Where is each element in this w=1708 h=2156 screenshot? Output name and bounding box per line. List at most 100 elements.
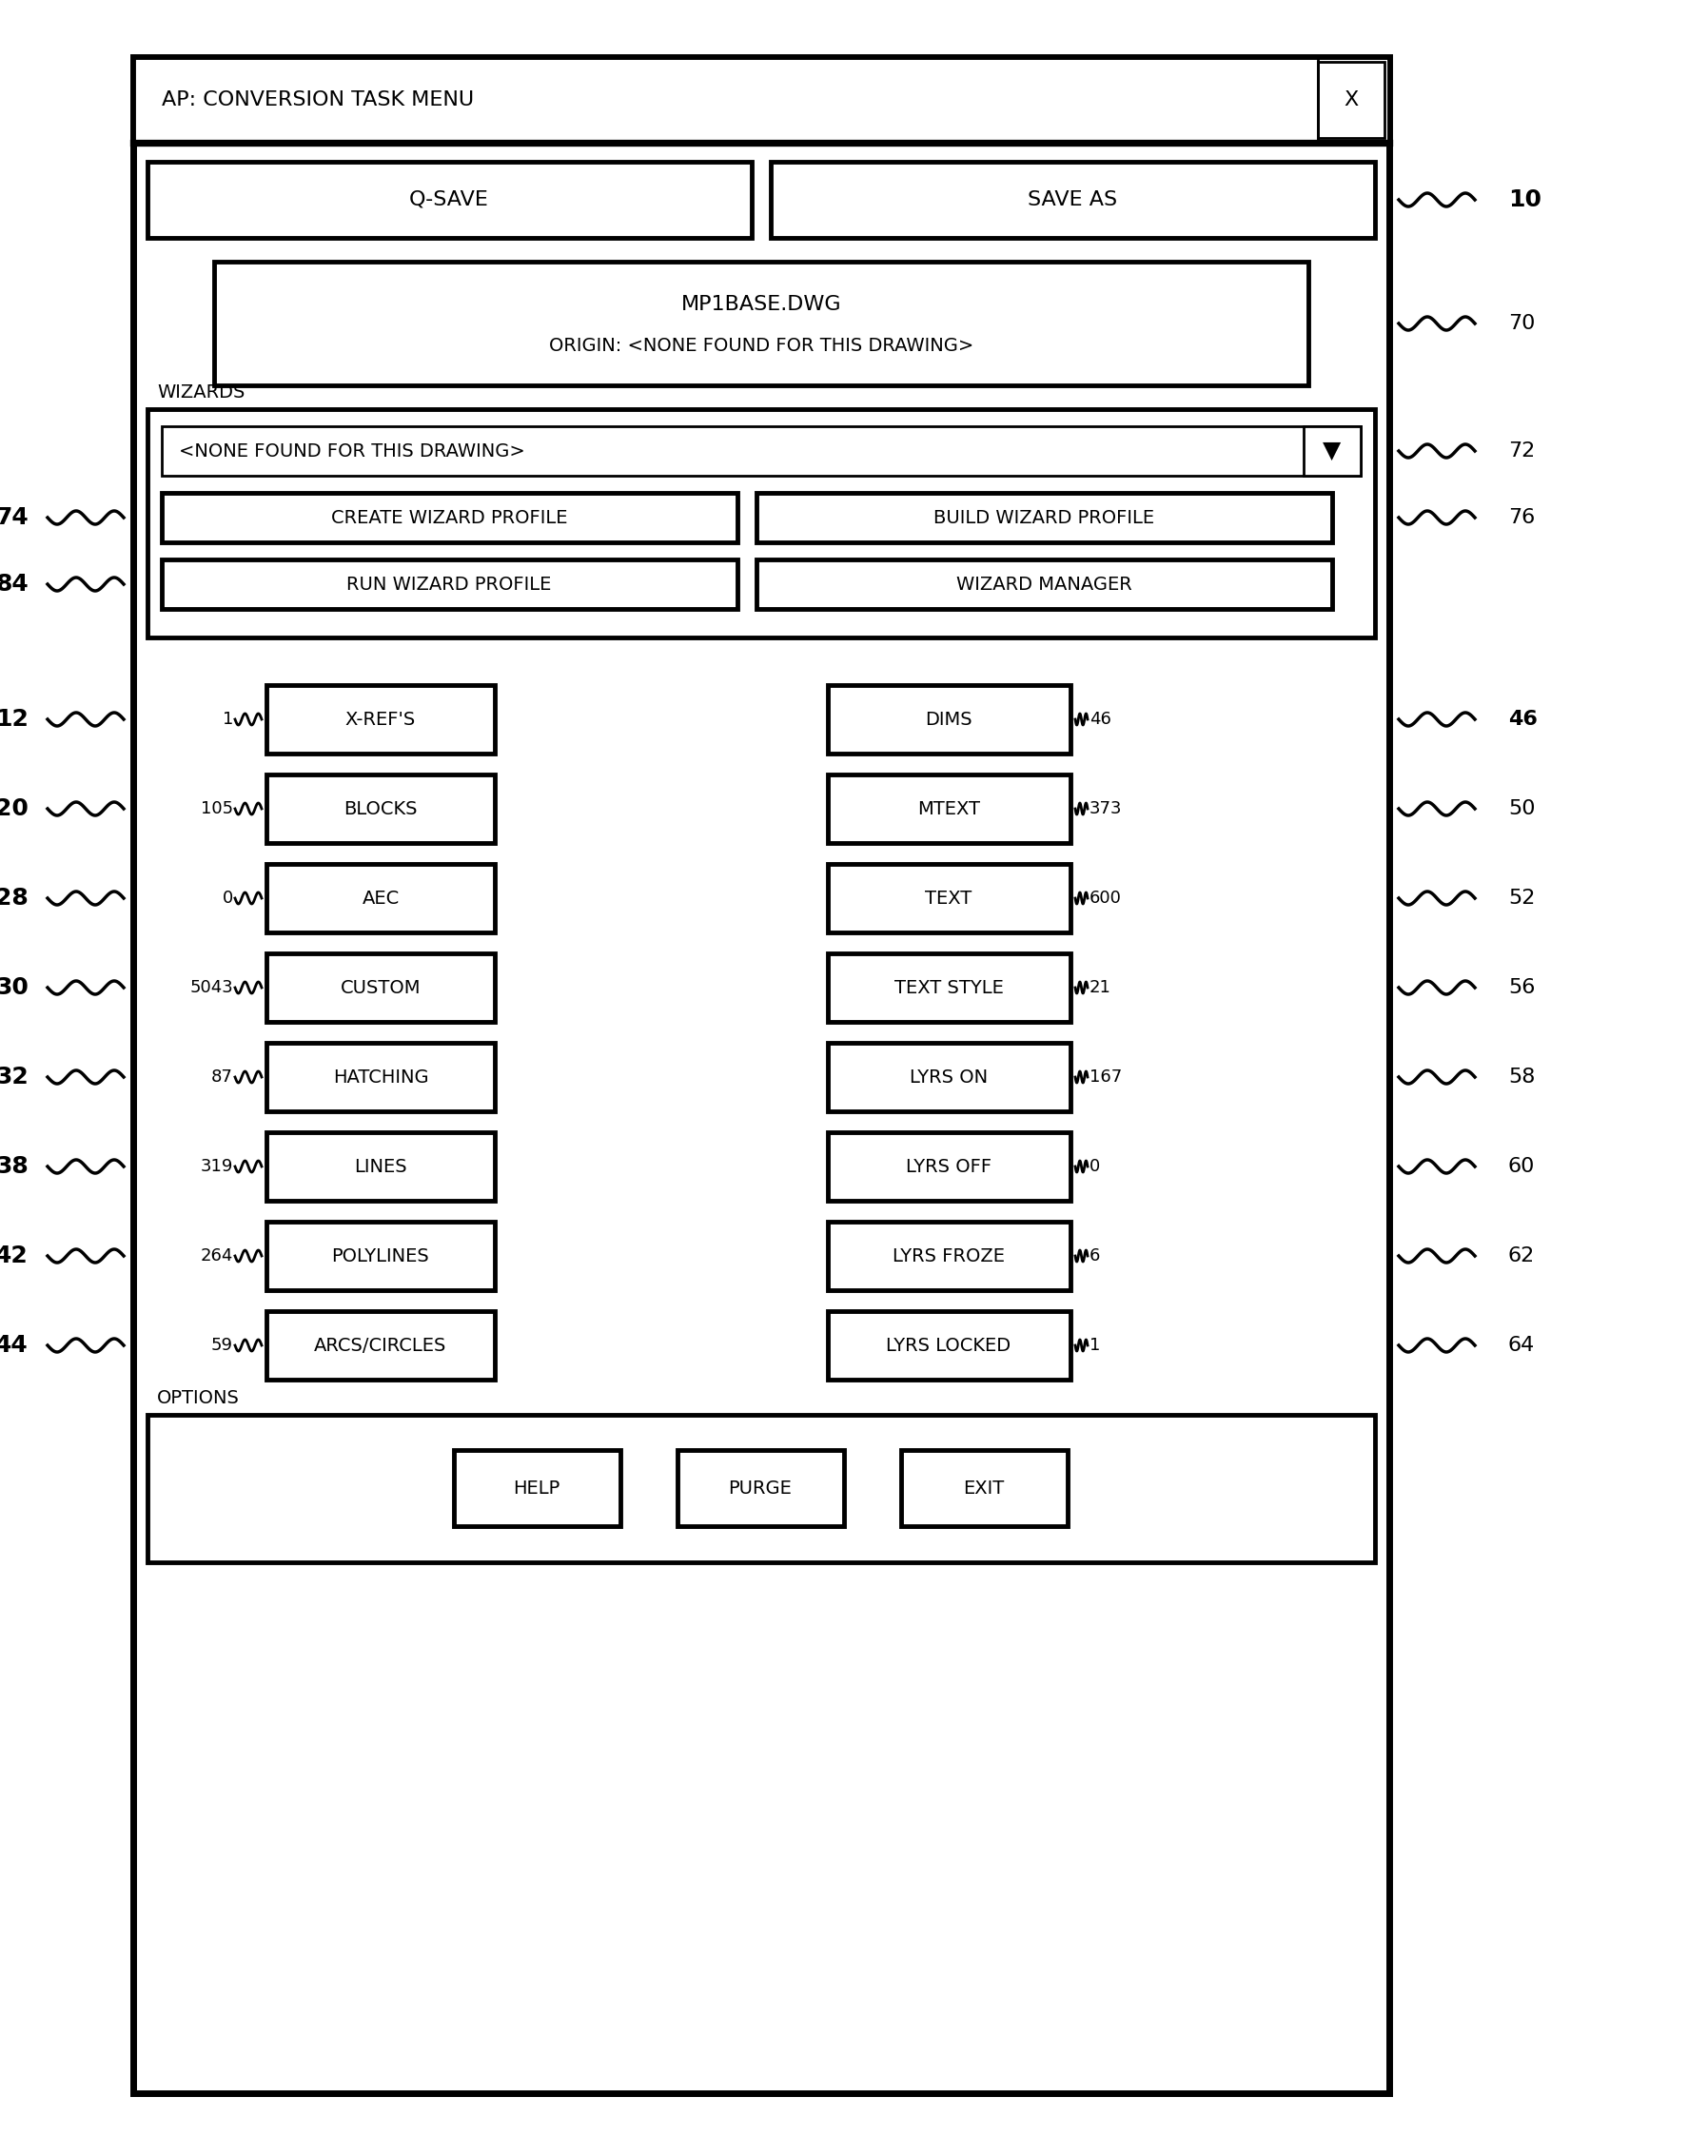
Bar — [266, 1132, 495, 1201]
Bar — [828, 774, 1071, 843]
Text: TEXT STYLE: TEXT STYLE — [893, 979, 1003, 996]
Text: 319: 319 — [200, 1158, 232, 1175]
Text: 50: 50 — [1508, 800, 1535, 819]
Text: 46: 46 — [1090, 711, 1112, 729]
Text: HATCHING: HATCHING — [333, 1067, 429, 1087]
Bar — [1319, 63, 1385, 138]
Text: 87: 87 — [212, 1069, 232, 1087]
Text: <NONE FOUND FOR THIS DRAWING>: <NONE FOUND FOR THIS DRAWING> — [179, 442, 524, 459]
Text: TEXT: TEXT — [926, 888, 972, 908]
Bar — [266, 953, 495, 1022]
Bar — [828, 1132, 1071, 1201]
Text: 1: 1 — [1090, 1337, 1100, 1354]
Bar — [147, 1414, 1375, 1563]
Bar — [133, 56, 1389, 142]
Text: 12: 12 — [0, 707, 29, 731]
Text: X: X — [1344, 91, 1358, 110]
Text: 167: 167 — [1090, 1069, 1122, 1087]
Text: WIZARDS: WIZARDS — [157, 384, 244, 401]
Text: 70: 70 — [1508, 315, 1535, 332]
Text: LYRS ON: LYRS ON — [910, 1067, 987, 1087]
Bar — [266, 865, 495, 931]
Text: 28: 28 — [0, 886, 29, 910]
Text: POLYLINES: POLYLINES — [331, 1246, 429, 1266]
Text: 30: 30 — [0, 977, 29, 998]
Bar — [266, 774, 495, 843]
Text: OPTIONS: OPTIONS — [157, 1388, 239, 1408]
Bar — [770, 162, 1375, 237]
Text: LINES: LINES — [354, 1158, 407, 1175]
Bar — [133, 56, 1389, 2093]
Text: 5043: 5043 — [190, 979, 232, 996]
Text: HELP: HELP — [512, 1479, 560, 1496]
Text: BLOCKS: BLOCKS — [343, 800, 417, 817]
Text: LYRS OFF: LYRS OFF — [905, 1158, 992, 1175]
Text: CREATE WIZARD PROFILE: CREATE WIZARD PROFILE — [331, 509, 567, 526]
Text: 0: 0 — [1090, 1158, 1100, 1175]
Bar — [757, 558, 1332, 608]
Bar — [266, 686, 495, 755]
Text: BUILD WIZARD PROFILE: BUILD WIZARD PROFILE — [933, 509, 1155, 526]
Bar — [678, 1451, 844, 1526]
Text: AP: CONVERSION TASK MENU: AP: CONVERSION TASK MENU — [162, 91, 475, 110]
Text: ARCS/CIRCLES: ARCS/CIRCLES — [314, 1337, 447, 1354]
Text: 264: 264 — [200, 1248, 232, 1263]
Text: MP1BASE.DWG: MP1BASE.DWG — [681, 295, 842, 315]
Bar — [828, 1044, 1071, 1110]
Bar — [1303, 427, 1361, 476]
Bar — [162, 427, 1361, 476]
Bar — [162, 558, 738, 608]
Text: 10: 10 — [1508, 188, 1542, 211]
Text: 6: 6 — [1090, 1248, 1100, 1263]
Text: 72: 72 — [1508, 442, 1535, 461]
Text: RUN WIZARD PROFILE: RUN WIZARD PROFILE — [347, 576, 552, 593]
Bar — [214, 261, 1308, 386]
Text: SAVE AS: SAVE AS — [1028, 190, 1117, 209]
Bar — [828, 1222, 1071, 1289]
Text: 20: 20 — [0, 798, 29, 819]
Bar — [828, 865, 1071, 931]
Text: 46: 46 — [1508, 709, 1537, 729]
Text: 0: 0 — [222, 890, 232, 908]
Text: 38: 38 — [0, 1156, 29, 1177]
Text: 64: 64 — [1508, 1337, 1535, 1354]
Bar — [454, 1451, 620, 1526]
Text: 58: 58 — [1508, 1067, 1535, 1087]
Text: 32: 32 — [0, 1065, 29, 1089]
Text: 1: 1 — [222, 711, 232, 729]
Text: MTEXT: MTEXT — [917, 800, 980, 817]
Text: WIZARD MANAGER: WIZARD MANAGER — [956, 576, 1132, 593]
Text: 74: 74 — [0, 507, 29, 528]
Text: Q-SAVE: Q-SAVE — [410, 190, 488, 209]
Text: 59: 59 — [212, 1337, 232, 1354]
Text: X-REF'S: X-REF'S — [345, 709, 417, 729]
Text: 105: 105 — [200, 800, 232, 817]
Text: EXIT: EXIT — [963, 1479, 1004, 1496]
Text: CUSTOM: CUSTOM — [340, 979, 420, 996]
Text: 600: 600 — [1090, 890, 1122, 908]
Bar — [757, 494, 1332, 543]
Bar — [266, 1222, 495, 1289]
Text: 44: 44 — [0, 1335, 29, 1356]
Text: 62: 62 — [1508, 1246, 1535, 1266]
Text: 60: 60 — [1508, 1158, 1535, 1175]
Text: 84: 84 — [0, 573, 29, 595]
Bar — [147, 410, 1375, 638]
Bar — [828, 686, 1071, 755]
Text: AEC: AEC — [362, 888, 400, 908]
Bar — [902, 1451, 1068, 1526]
Text: 373: 373 — [1090, 800, 1122, 817]
Bar — [266, 1311, 495, 1380]
Text: 42: 42 — [0, 1244, 29, 1268]
Text: ▼: ▼ — [1324, 440, 1341, 461]
Bar — [266, 1044, 495, 1110]
Text: 52: 52 — [1508, 888, 1535, 908]
Text: PURGE: PURGE — [728, 1479, 793, 1496]
Text: 56: 56 — [1508, 979, 1535, 996]
Text: DIMS: DIMS — [926, 709, 972, 729]
Text: LYRS FROZE: LYRS FROZE — [893, 1246, 1004, 1266]
Bar — [162, 494, 738, 543]
Text: ORIGIN: <NONE FOUND FOR THIS DRAWING>: ORIGIN: <NONE FOUND FOR THIS DRAWING> — [548, 336, 974, 356]
Text: 76: 76 — [1508, 509, 1535, 526]
Text: 21: 21 — [1090, 979, 1112, 996]
